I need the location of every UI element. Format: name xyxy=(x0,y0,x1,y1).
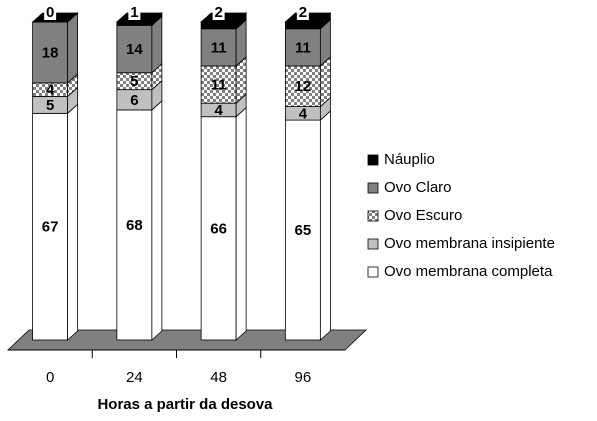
legend-swatch xyxy=(367,182,379,194)
data-label: 18 xyxy=(42,44,59,61)
bar-segment xyxy=(200,106,247,341)
legend-swatch xyxy=(367,154,379,166)
bar-segment xyxy=(32,103,79,341)
legend-label: Ovo Escuro xyxy=(384,207,462,224)
label-bg xyxy=(212,6,225,20)
x-tick-label: 48 xyxy=(210,369,227,386)
legend-swatch xyxy=(367,210,379,222)
bar-segment xyxy=(200,93,247,118)
bar-segment xyxy=(284,18,331,67)
data-label: 14 xyxy=(126,41,143,58)
data-label: 4 xyxy=(299,105,308,122)
bar-segment xyxy=(32,12,79,84)
legend-swatch xyxy=(367,266,379,278)
legend-label: Ovo membrana completa xyxy=(384,263,553,280)
x-axis-title: Horas a partir da desova xyxy=(97,396,273,413)
label-bg xyxy=(44,6,57,20)
data-label: 67 xyxy=(42,219,59,236)
data-label: 4 xyxy=(46,82,55,99)
legend-label: Náuplio xyxy=(384,151,435,168)
label-bg xyxy=(128,6,141,20)
data-label: 11 xyxy=(295,39,311,56)
label-bg xyxy=(296,6,309,20)
bar-segment xyxy=(116,100,163,341)
data-label: 11 xyxy=(211,77,227,94)
legend-label: Ovo Claro xyxy=(384,179,452,196)
x-tick-label: 24 xyxy=(126,369,143,386)
legend-label: Ovo membrana insipiente xyxy=(384,235,555,252)
data-label: 2 xyxy=(214,4,222,21)
data-label: 65 xyxy=(295,222,312,239)
bar-segment xyxy=(284,96,331,122)
bar-segment xyxy=(116,15,163,74)
data-label: 11 xyxy=(211,39,227,56)
x-tick-label: 96 xyxy=(295,369,312,386)
data-label: 1 xyxy=(130,4,138,21)
data-label: 12 xyxy=(295,78,312,95)
data-label: 66 xyxy=(210,220,227,237)
data-label: 5 xyxy=(46,97,54,114)
bar-segment xyxy=(284,110,331,341)
data-label: 6 xyxy=(130,92,138,109)
data-label: 2 xyxy=(299,4,307,21)
legend-swatch xyxy=(367,238,379,250)
bar-segment xyxy=(116,79,163,111)
x-tick-label: 0 xyxy=(46,369,54,386)
data-label: 5 xyxy=(130,73,138,90)
data-label: 0 xyxy=(46,4,54,21)
data-label: 68 xyxy=(126,217,143,234)
bar-segment xyxy=(116,62,163,91)
bar-segment xyxy=(200,56,247,105)
data-label: 4 xyxy=(214,102,223,119)
